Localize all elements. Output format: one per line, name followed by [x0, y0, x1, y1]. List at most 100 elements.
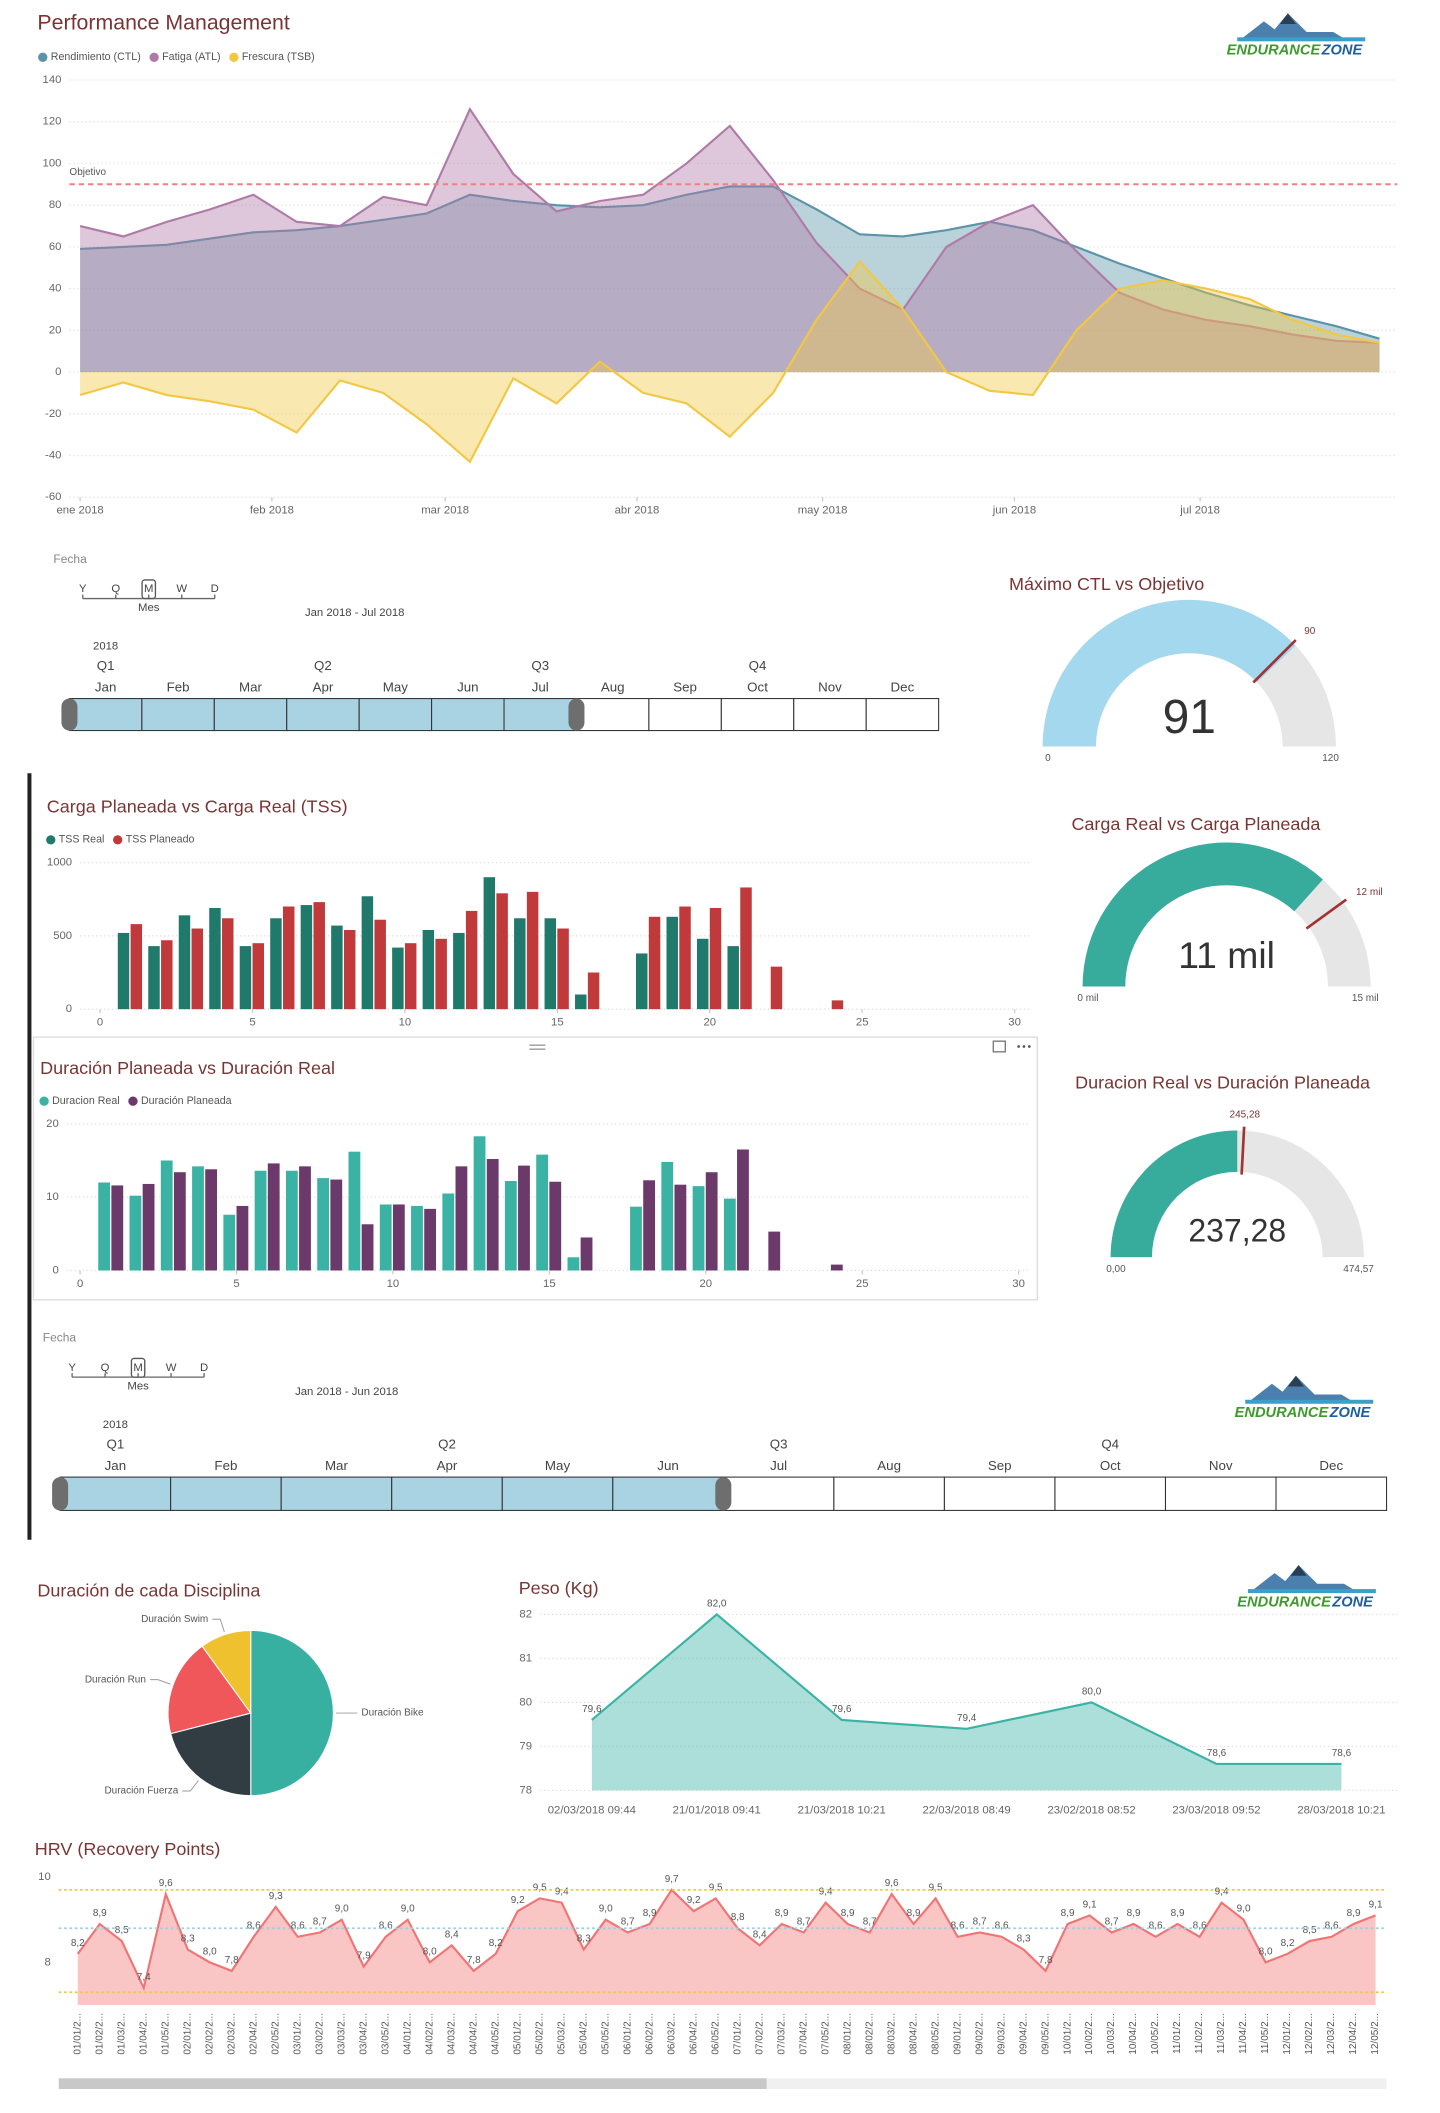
legend-marker	[38, 52, 48, 62]
data-label: 8,2	[1281, 1938, 1295, 1949]
timeline-handle[interactable]	[52, 1477, 69, 1511]
timeline-cell-selected[interactable]	[501, 1476, 614, 1511]
x-tick-label: 02/03/2...	[226, 2013, 237, 2055]
timeline-cell-selected[interactable]	[141, 698, 215, 732]
bar	[330, 1179, 343, 1271]
x-tick-label: 10/03/2...	[1106, 2013, 1117, 2055]
y-tick-label: -20	[45, 408, 61, 420]
x-tick-label: 08/01/2...	[842, 2013, 853, 2055]
bar	[661, 1161, 674, 1271]
area-fill	[77, 1889, 1376, 2006]
timeline-cell[interactable]	[1164, 1476, 1277, 1511]
gauge-value	[1110, 1130, 1238, 1258]
x-tick-label: 12/05/2...	[1370, 2013, 1381, 2055]
x-tick-label: 23/02/2018 08:52	[1047, 1804, 1135, 1816]
timeline-cell-selected[interactable]	[280, 1476, 393, 1511]
timeline-cell[interactable]	[575, 698, 650, 732]
data-label: 7,8	[467, 1955, 481, 1966]
timeline-cell-selected[interactable]	[358, 698, 433, 732]
timeline-cell-selected[interactable]	[503, 698, 578, 732]
bar	[830, 1264, 843, 1271]
x-tick-label: 12/04/2...	[1348, 2013, 1359, 2055]
timeline-cell-selected[interactable]	[170, 1476, 282, 1511]
x-tick-label: 04/04/2...	[468, 2013, 479, 2055]
bar	[267, 1163, 280, 1271]
data-label: 8,7	[621, 1916, 635, 1927]
x-tick-label: ene 2018	[56, 505, 103, 517]
x-tick-label: jun 2018	[992, 505, 1036, 517]
timeline-handle[interactable]	[568, 698, 585, 731]
timeline-cell[interactable]	[833, 1476, 945, 1511]
x-tick-label: 5	[249, 1017, 255, 1029]
data-label: 8,3	[181, 1934, 195, 1945]
bar	[696, 938, 709, 1010]
timeline-cell-selected[interactable]	[286, 698, 360, 732]
timeline-cell[interactable]	[1054, 1476, 1167, 1511]
bar	[496, 893, 508, 1010]
granularity-option: Y	[79, 583, 87, 595]
timeline-cell[interactable]	[648, 698, 722, 732]
data-label: 8,5	[115, 1925, 129, 1936]
x-tick-label: 02/05/2...	[270, 2013, 281, 2055]
bar	[130, 924, 143, 1010]
slicer-month: Sep	[673, 679, 697, 694]
bar	[392, 947, 404, 1010]
timeline-cell-selected[interactable]	[391, 1476, 503, 1511]
bar	[643, 1180, 656, 1271]
slicer-quarter: Q3	[770, 1437, 788, 1452]
data-label: 7,8	[1039, 1955, 1053, 1966]
x-tick-label: 10/01/2...	[1062, 2013, 1073, 2055]
timeline-cell[interactable]	[1275, 1476, 1388, 1511]
granularity-option: Y	[68, 1362, 76, 1374]
series-line	[79, 259, 1380, 464]
x-tick-label: 10	[387, 1278, 400, 1290]
slicer-month: Jan	[95, 679, 116, 694]
timeline-cell[interactable]	[793, 698, 867, 732]
bar	[567, 1257, 580, 1271]
data-label: 8,7	[973, 1916, 987, 1927]
x-tick-label: 10/05/2...	[1150, 2013, 1161, 2055]
focus-mode-icon[interactable]	[992, 1040, 1006, 1053]
bar	[709, 907, 722, 1010]
x-tick-label: 05/05/2...	[600, 2013, 611, 2055]
y-tick-label: 100	[43, 157, 62, 169]
bar	[205, 1169, 218, 1271]
timeline-cell-selected[interactable]	[213, 698, 288, 732]
timeline-cell[interactable]	[722, 1476, 835, 1511]
timeline-cell-selected[interactable]	[68, 698, 143, 732]
x-tick-label: 04/03/2...	[446, 2013, 457, 2055]
x-tick-label: 05/01/2...	[512, 2013, 523, 2055]
slicer-month: Feb	[167, 679, 190, 694]
data-label: 8,6	[291, 1921, 305, 1932]
timeline-cell-selected[interactable]	[59, 1476, 172, 1511]
timeline-cell[interactable]	[943, 1476, 1056, 1511]
timeline-handle[interactable]	[61, 698, 78, 731]
pie-label: Duración Fuerza	[104, 1786, 178, 1797]
more-options[interactable]	[1017, 1045, 1031, 1048]
timeline-cell[interactable]	[865, 698, 940, 732]
data-label: 9,1	[1369, 1899, 1383, 1910]
bar	[300, 905, 313, 1010]
gauge-max-label: 120	[1322, 753, 1339, 764]
data-label: 8,3	[1017, 1934, 1031, 1945]
slicer-month: Apr	[437, 1458, 458, 1473]
scrollbar-thumb[interactable]	[58, 2078, 767, 2090]
timeline-cell-selected[interactable]	[612, 1476, 724, 1511]
bar	[270, 918, 282, 1010]
series-line	[79, 107, 1380, 344]
data-label: 9,0	[401, 1904, 415, 1915]
data-label: 8,6	[1149, 1921, 1163, 1932]
legend-label: Frescura (TSB)	[242, 51, 315, 63]
x-tick-label: 10	[399, 1017, 412, 1029]
data-label: 8,9	[1061, 1908, 1075, 1919]
data-label: 78,6	[1207, 1748, 1227, 1759]
timeline-handle[interactable]	[715, 1477, 732, 1511]
timeline-cell[interactable]	[720, 698, 795, 732]
slicer-month: Oct	[1100, 1458, 1121, 1473]
data-label: 9,4	[819, 1887, 833, 1898]
x-tick-label: 08/02/2...	[864, 2013, 875, 2055]
x-tick-label: 01/02/2...	[94, 2013, 105, 2055]
timeline-cell-selected[interactable]	[431, 698, 505, 732]
data-label: 9,4	[1215, 1887, 1229, 1898]
